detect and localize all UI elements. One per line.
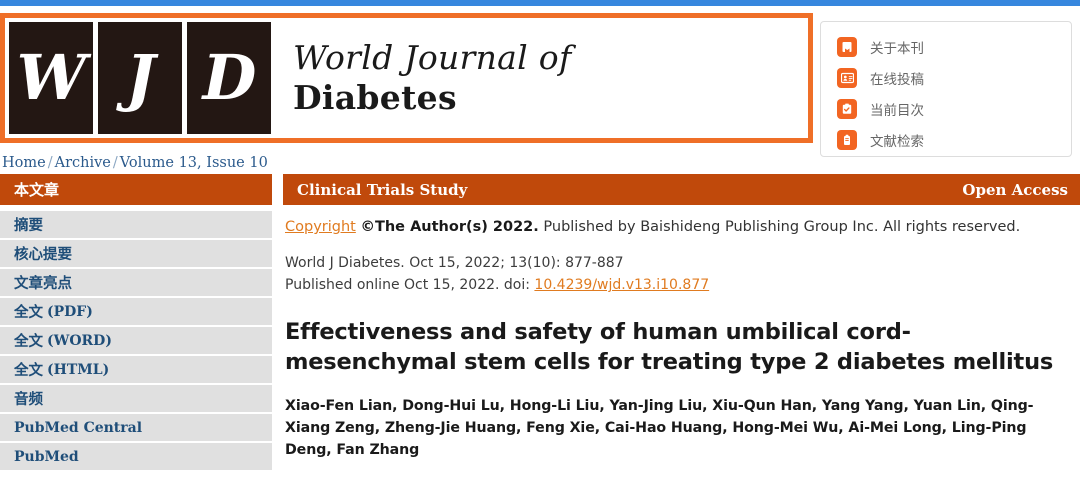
quick-menu-panel: 关于本刊 在线投稿 [820, 21, 1072, 157]
masthead: W J D World Journal of Diabetes 关于本刊 [0, 13, 1080, 157]
quick-menu-item-current-issue[interactable]: 当前目次 [837, 93, 1071, 124]
sidebar-item-fulltext-pdf[interactable]: 全文 (PDF) [0, 298, 272, 327]
journal-logo[interactable]: W J D World Journal of Diabetes [0, 13, 813, 143]
sidebar-item-core-tip[interactable]: 核心提要 [0, 240, 272, 269]
document-search-icon [837, 129, 857, 150]
author-list: Xiao-Fen Lian, Dong-Hui Lu, Hong-Li Liu,… [285, 398, 1034, 459]
breadcrumb-separator-2: / [112, 155, 118, 171]
sidebar-item-label: 全文 [14, 334, 43, 350]
sidebar-item-sublabel: PubMed [14, 448, 79, 465]
published-online-line: Published online Oct 15, 2022. doi: 10.4… [285, 274, 1074, 297]
quick-menu-item-about[interactable]: 关于本刊 [837, 31, 1071, 62]
sidebar-item-highlights[interactable]: 文章亮点 [0, 269, 272, 298]
sidebar-item-abstract[interactable]: 摘要 [0, 211, 272, 240]
quick-menu-label-search: 文献检索 [870, 133, 924, 150]
open-access-badge: Open Access [962, 180, 1068, 199]
page-content: 本文章 摘要 核心提要 文章亮点 全文 (PDF) 全文 (WORD) [0, 174, 1080, 472]
article-body: Copyright ©The Author(s) 2022. Published… [283, 205, 1080, 461]
top-accent-bar [0, 0, 1080, 6]
id-card-icon [837, 67, 857, 88]
copyright-link[interactable]: Copyright [285, 219, 356, 235]
sidebar-item-label: 全文 [14, 363, 43, 379]
sidebar-item-sublabel: (PDF) [47, 303, 93, 320]
article-type-label: Clinical Trials Study [297, 180, 468, 199]
quick-menu-item-submit[interactable]: 在线投稿 [837, 62, 1071, 93]
logo-letter-group: W J D [5, 18, 271, 138]
journal-title: World Journal of Diabetes [271, 18, 808, 138]
journal-title-line1: World Journal of [293, 37, 572, 77]
sidebar-item-label: 摘要 [14, 218, 43, 234]
quick-menu-label-current-issue: 当前目次 [870, 102, 924, 119]
copyright-line: Copyright ©The Author(s) 2022. Published… [285, 217, 1074, 239]
sidebar-header: 本文章 [0, 174, 272, 205]
breadcrumb-item-archive[interactable]: Archive [54, 155, 111, 171]
breadcrumb-separator-1: / [47, 155, 53, 171]
sidebar-item-fulltext-word[interactable]: 全文 (WORD) [0, 327, 272, 356]
clipboard-check-icon [837, 98, 857, 119]
citation-line: World J Diabetes. Oct 15, 2022; 13(10): … [285, 254, 624, 271]
quick-menu-label-about: 关于本刊 [870, 40, 924, 57]
copyright-rest: Published by Baishideng Publishing Group… [538, 219, 1021, 235]
article-type-bar: Clinical Trials Study Open Access [283, 174, 1080, 205]
breadcrumb: Home / Archive / Volume 13, Issue 10 [0, 153, 1080, 174]
logo-letter-d: D [187, 22, 271, 134]
sidebar-item-pubmed[interactable]: PubMed [0, 443, 272, 472]
page-title: Effectiveness and safety of human umbili… [285, 319, 1054, 376]
quick-menu-label-submit: 在线投稿 [870, 71, 924, 88]
sidebar-list: 摘要 核心提要 文章亮点 全文 (PDF) 全文 (WORD) 全文 [0, 211, 272, 472]
sidebar-item-sublabel: (HTML) [47, 361, 110, 378]
article-panel: Clinical Trials Study Open Access Copyri… [283, 174, 1080, 461]
breadcrumb-item-volume[interactable]: Volume 13, Issue 10 [119, 155, 268, 171]
top-spacer [0, 6, 1080, 13]
sidebar-item-sublabel: (WORD) [47, 332, 112, 349]
sidebar-item-fulltext-html[interactable]: 全文 (HTML) [0, 356, 272, 385]
logo-letter-w: W [9, 22, 93, 134]
published-online-prefix: Published online Oct 15, 2022. doi: [285, 277, 535, 294]
book-icon [837, 36, 857, 57]
copyright-holder: ©The Author(s) 2022. [360, 219, 539, 235]
sidebar-item-label: 核心提要 [14, 247, 72, 263]
sidebar-item-label: 音频 [14, 392, 43, 408]
sidebar-item-sublabel: PubMed Central [14, 419, 143, 436]
quick-menu-item-search[interactable]: 文献检索 [837, 124, 1071, 155]
sidebar-item-label: 文章亮点 [14, 276, 72, 292]
sidebar-item-label: 全文 [14, 305, 43, 321]
journal-title-line2: Diabetes [293, 78, 457, 117]
logo-letter-j: J [98, 22, 182, 134]
doi-link[interactable]: 10.4239/wjd.v13.i10.877 [534, 277, 710, 294]
sidebar: 本文章 摘要 核心提要 文章亮点 全文 (PDF) 全文 (WORD) [0, 174, 272, 472]
breadcrumb-item-home[interactable]: Home [2, 155, 46, 171]
sidebar-item-audio[interactable]: 音频 [0, 385, 272, 414]
sidebar-item-pubmed-central[interactable]: PubMed Central [0, 414, 272, 443]
